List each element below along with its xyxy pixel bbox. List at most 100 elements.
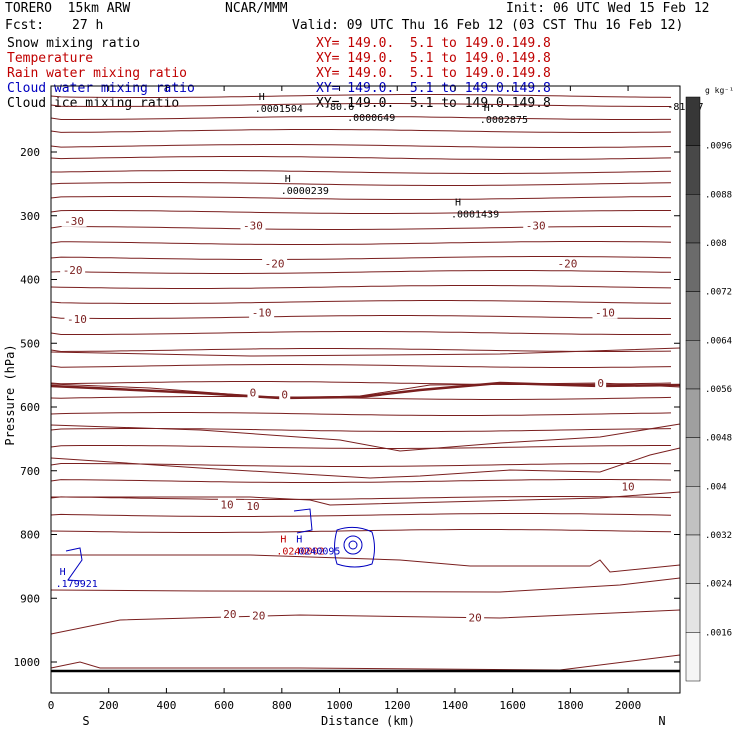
colorbar-segment	[685, 534, 701, 584]
y-tick-label: 200	[20, 146, 40, 159]
temperature-contour-line	[50, 182, 672, 186]
temperature-contour-line	[51, 554, 681, 573]
x-tick-label: 1400	[442, 699, 469, 712]
temperature-contour-label: 10	[220, 499, 233, 512]
extremum-value-label: .0240095	[292, 546, 340, 557]
extremum-value-label: .0001439	[451, 210, 499, 221]
var-snow-xy: XY= 149.0. 5.1 to 149.0.149.8	[316, 36, 551, 51]
colorbar-segment	[685, 437, 701, 487]
temperature-contour-line	[50, 116, 671, 120]
colorbar-segment	[685, 145, 701, 195]
center-title: NCAR/MMM	[225, 1, 288, 16]
contour-label-bg	[247, 386, 259, 399]
colorbar-level-label: .0016	[705, 628, 732, 638]
y-tick-label: 600	[20, 401, 40, 414]
contour-label-bg	[220, 608, 239, 621]
extremum-value-label: .179921	[56, 579, 98, 590]
temperature-contour-line	[50, 94, 672, 98]
extremum-value-label: .0000239	[281, 186, 329, 197]
contour-label-bg	[279, 388, 291, 401]
temperature-contour-line	[50, 256, 672, 260]
temperature-contour-line	[50, 447, 681, 479]
colorbar-level-label: .0072	[705, 288, 732, 298]
temperature-contour-label: -30	[526, 219, 546, 232]
var-rain-xy: XY= 149.0. 5.1 to 149.0.149.8	[316, 66, 551, 81]
extremum-value-label: .0002875	[480, 115, 528, 126]
cloud-water-cell-core	[343, 535, 363, 555]
x-tick-label: 1000	[326, 699, 353, 712]
south-end-label: S	[82, 714, 89, 728]
temperature-contour-line	[50, 513, 672, 517]
temperature-contour-label: 20	[223, 608, 236, 621]
temperature-contour-label: 0	[250, 386, 257, 399]
temperature-contour-label: 20	[469, 611, 482, 624]
contour-label-bg	[595, 376, 607, 389]
y-tick-label: 900	[20, 592, 40, 605]
y-tick-label: 500	[20, 337, 40, 350]
temperature-contour-label: 10	[246, 500, 259, 513]
valid-time: Valid: 09 UTC Thu 16 Feb 12 (03 CST Thu …	[292, 18, 684, 33]
colorbar-segment	[685, 340, 701, 390]
temperature-contour-line	[50, 144, 672, 148]
extremum-value-label: -80.6	[324, 102, 354, 113]
colorbar-segment	[685, 486, 701, 536]
temperature-contour-line	[50, 196, 672, 200]
colorbar-unit: g kg⁻¹	[705, 86, 734, 95]
x-tick-label: 800	[272, 699, 292, 712]
x-tick-label: 0	[48, 699, 55, 712]
var-temperature-name: Temperature	[7, 51, 94, 66]
temperature-contour-line	[50, 463, 672, 467]
temperature-contour-line	[50, 270, 672, 274]
temperature-contour-line	[51, 170, 672, 174]
forecast-label: Fcst:	[5, 18, 45, 33]
cloud-water-cell-left	[65, 547, 83, 582]
x-axis-label: Distance (km)	[321, 714, 415, 728]
y-tick-label: 700	[20, 465, 40, 478]
temperature-contour-label: -20	[63, 264, 83, 277]
var-rain-name: Rain water mixing ratio	[7, 66, 188, 81]
temperature-contour-line	[50, 285, 672, 289]
var-cloudice-name: Cloud ice mixing ratio	[7, 96, 180, 111]
x-tick-label: 1600	[499, 699, 526, 712]
contour-label-bg	[249, 306, 275, 319]
contour-label-bg	[60, 263, 86, 276]
temperature-contour-line	[50, 423, 681, 452]
colorbar: .0096 .0088 .008 .0072 .0064 .0056 .0048 .004 .0…	[685, 96, 732, 682]
y-tick-label: 800	[20, 529, 40, 542]
y-tick-label: 1000	[14, 656, 41, 669]
temperature-contour-label: -10	[67, 313, 87, 326]
temperature-contour-label: -10	[252, 307, 272, 320]
colorbar-level-label: .008	[705, 239, 727, 249]
var-cloudwater-xy: XY= 149.0. 5.1 to 149.0.149.8	[316, 81, 551, 96]
colorbar-level-label: .004	[705, 482, 727, 492]
temperature-contour-line	[50, 129, 672, 133]
contour-label-bg	[218, 498, 237, 511]
plot-frame	[50, 85, 681, 694]
colorbar-level-label: .0024	[705, 580, 732, 590]
extremum-value-label: .0001504	[255, 104, 303, 115]
temperature-contour-line	[50, 241, 672, 245]
temperature-contour-label: -10	[595, 307, 615, 320]
contour-label-bg	[64, 313, 90, 326]
forecast-hours: 27 h	[72, 18, 104, 33]
colorbar-level-label: .0088	[705, 190, 732, 200]
maximum-marker: H	[296, 534, 302, 545]
temperature-contour-line	[50, 609, 681, 635]
var-temperature-xy: XY= 149.0. 5.1 to 149.0.149.8	[316, 51, 551, 66]
colorbar-level-label: .0056	[705, 385, 732, 395]
colorbar-level-label: .0032	[705, 531, 732, 541]
temperature-contour-line	[50, 577, 681, 593]
y-tick-label: 400	[20, 274, 40, 287]
y-axis-label: Pressure (hPa)	[3, 344, 17, 445]
temperature-contour-line	[50, 654, 681, 671]
temperature-contour-label: 20	[252, 609, 265, 622]
temperature-contour-label: 10	[621, 481, 634, 494]
temperature-contour-line	[50, 412, 672, 416]
temperature-contour-label: -30	[243, 219, 263, 232]
temperature-contour-label: 0	[281, 388, 288, 401]
contour-label-bg	[592, 306, 618, 319]
x-tick-label: 200	[99, 699, 119, 712]
temperature-contour-line	[50, 103, 671, 107]
axis-ticks: 0 200 400 600 800 1000 1200 1400 1600 1800 2000200…	[14, 86, 680, 712]
x-tick-label: 1800	[557, 699, 584, 712]
